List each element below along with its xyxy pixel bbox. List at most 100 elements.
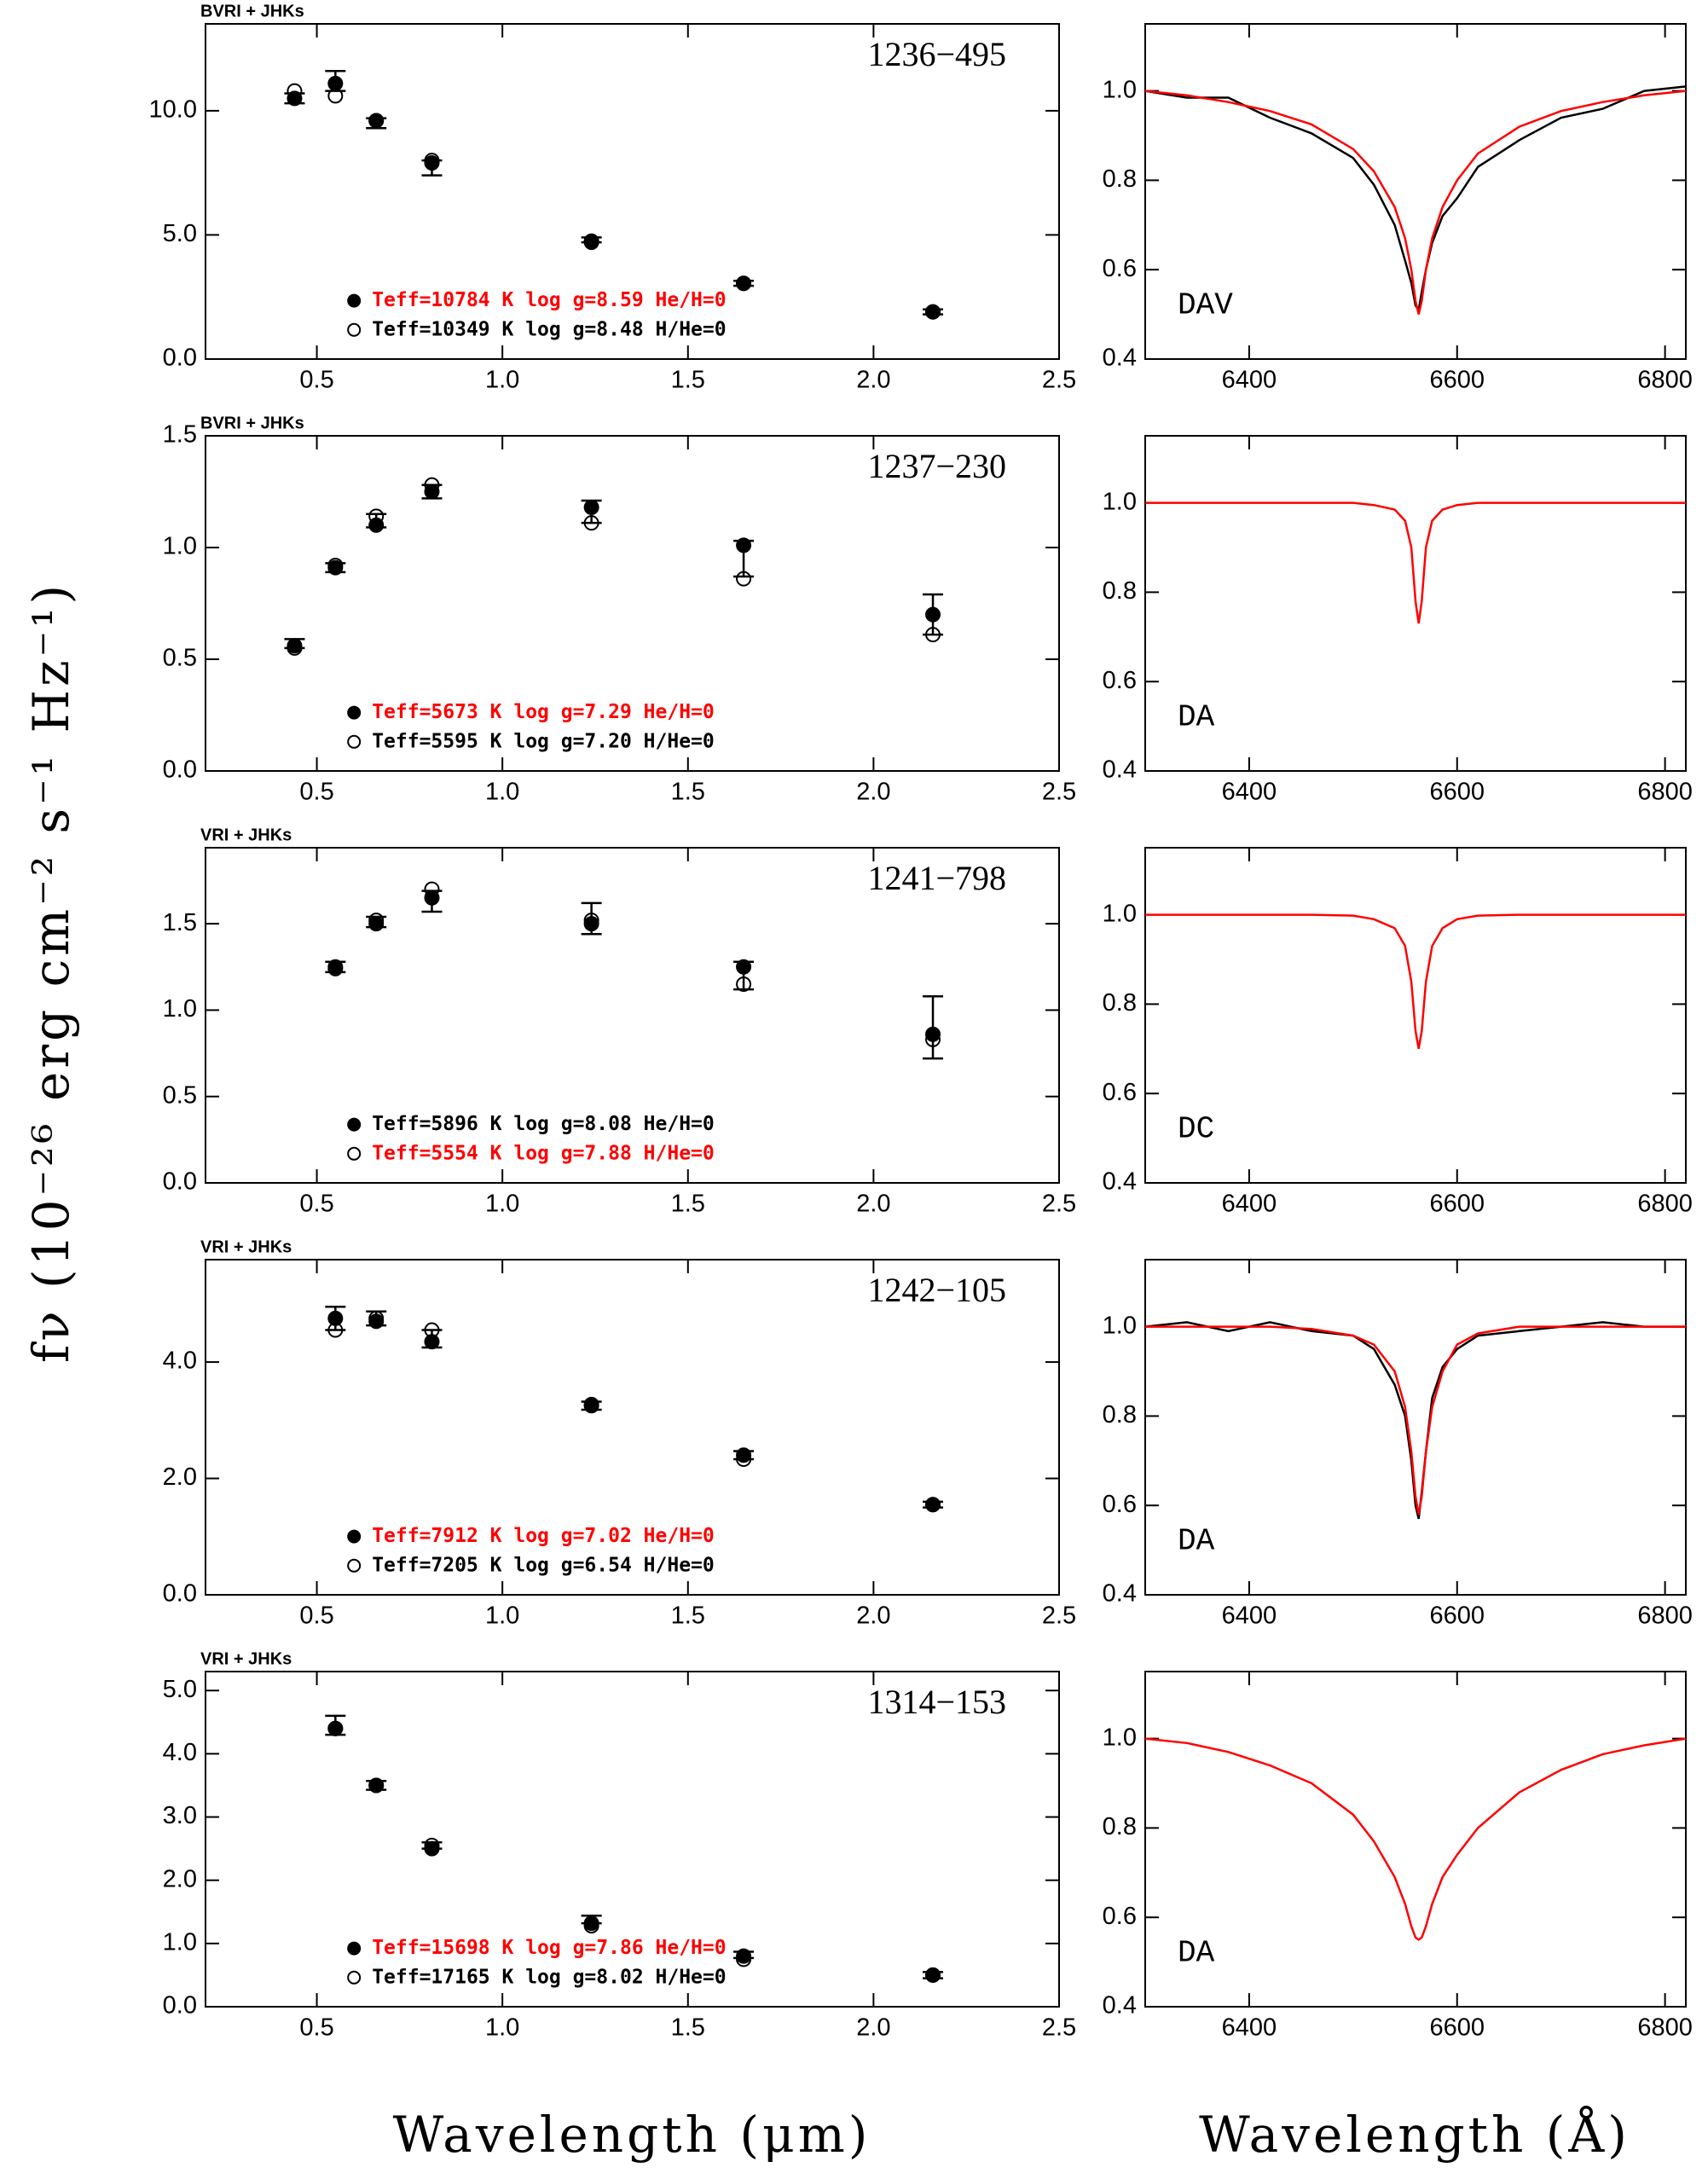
- y-tick-label: 1.0: [163, 533, 197, 560]
- open-point: [287, 640, 303, 656]
- legend-marker: [347, 1558, 362, 1573]
- x-tick-label: 6600: [1430, 1602, 1485, 1630]
- legend-marker: [347, 293, 362, 308]
- legend-marker: [347, 1941, 362, 1956]
- open-point: [327, 557, 344, 573]
- x-tick-label: 6600: [1430, 367, 1485, 394]
- filled-point: [424, 1334, 440, 1350]
- panel-title: 1237−230: [867, 447, 1006, 485]
- panel-title: 1314−153: [867, 1683, 1006, 1721]
- spectral-type: DA: [1178, 1936, 1215, 1971]
- y-tick-label: 1.0: [1103, 76, 1137, 103]
- open-point: [368, 913, 385, 929]
- y-axis-label: fν (10⁻²⁶ erg cm⁻² s⁻¹ Hz⁻¹): [22, 582, 80, 1363]
- open-point: [583, 515, 599, 531]
- spectral-type: DC: [1178, 1112, 1214, 1147]
- x-tick-label: 0.5: [299, 367, 333, 394]
- y-tick-label: 0.6: [1103, 1079, 1137, 1106]
- legend-entry: Teff=7205 K log g=6.54 H/He=0: [372, 1554, 715, 1576]
- legend-marker: [347, 322, 362, 337]
- y-tick-label: 2.0: [163, 1865, 197, 1892]
- filled-point: [368, 1313, 385, 1330]
- x-tick-label: 2.5: [1042, 367, 1076, 394]
- x-axis-label: Wavelength (μm): [393, 2106, 871, 2164]
- spectrum-line: [1145, 1325, 1686, 1515]
- open-point: [287, 83, 303, 99]
- y-tick-label: 0.0: [163, 345, 197, 372]
- filled-point: [925, 606, 941, 623]
- legend-entry: Teff=15698 K log g=7.86 He/H=0: [372, 1937, 726, 1959]
- open-point: [368, 1310, 385, 1326]
- x-tick-label: 1.0: [485, 779, 519, 806]
- legend-entry: Teff=5595 K log g=7.20 H/He=0: [372, 730, 715, 752]
- y-tick-label: 4.0: [163, 1739, 197, 1766]
- open-point: [368, 1777, 385, 1794]
- x-tick-label: 6400: [1222, 1191, 1277, 1218]
- y-tick-label: 1.0: [1103, 1724, 1137, 1751]
- y-tick-label: 0.4: [1103, 345, 1137, 372]
- y-tick-label: 0.8: [1103, 577, 1137, 605]
- open-point: [368, 508, 385, 524]
- y-tick-label: 0.4: [1103, 1580, 1137, 1608]
- x-tick-label: 6600: [1430, 779, 1485, 806]
- y-tick-label: 5.0: [163, 1676, 197, 1703]
- panel-subtitle: BVRI + JHKs: [200, 2, 304, 20]
- y-tick-label: 1.0: [1103, 900, 1137, 927]
- x-tick-label: 2.0: [856, 779, 890, 806]
- y-tick-label: 3.0: [163, 1802, 197, 1829]
- legend-marker: [347, 1117, 362, 1132]
- y-tick-label: 0.8: [1103, 1401, 1137, 1429]
- open-point: [583, 235, 599, 251]
- panel-subtitle: VRI + JHKs: [200, 826, 292, 844]
- open-point: [925, 304, 941, 320]
- filled-point: [736, 1447, 752, 1463]
- spectral-type: DA: [1178, 700, 1215, 735]
- spectrum-line: [1144, 90, 1687, 315]
- open-point: [327, 960, 344, 976]
- filled-point: [925, 1026, 941, 1042]
- open-point: [424, 881, 440, 897]
- plot-frame: [205, 23, 1060, 360]
- open-point: [925, 1967, 941, 1983]
- x-axis-label: Wavelength (Å): [1199, 2106, 1630, 2164]
- plot-frame: [205, 1259, 1060, 1596]
- legend-entry: Teff=7912 K log g=7.02 He/H=0: [372, 1525, 715, 1547]
- open-point: [424, 153, 440, 169]
- y-tick-label: 0.6: [1103, 1903, 1137, 1930]
- open-point: [327, 1720, 344, 1736]
- x-tick-label: 0.5: [299, 2014, 333, 2042]
- filled-point: [424, 1840, 440, 1857]
- panel-title: 1242−105: [867, 1271, 1006, 1309]
- open-point: [925, 627, 941, 643]
- y-tick-label: 0.6: [1103, 1491, 1137, 1518]
- y-tick-label: 1.5: [163, 909, 197, 936]
- x-tick-label: 1.0: [485, 367, 519, 394]
- plot-frame: [1144, 1259, 1687, 1596]
- plot-frame: [1144, 1671, 1687, 2008]
- spectrum-line: [1145, 913, 1686, 1050]
- y-tick-label: 0.8: [1103, 165, 1137, 193]
- y-tick-label: 10.0: [149, 96, 197, 124]
- plot-frame: [1144, 23, 1687, 360]
- legend-marker: [347, 1970, 362, 1985]
- open-point: [424, 477, 440, 493]
- legend-entry: Teff=5673 K log g=7.29 He/H=0: [372, 701, 715, 723]
- x-tick-label: 6600: [1430, 2014, 1485, 2042]
- open-point: [327, 1322, 344, 1338]
- spectrum-line: [1144, 1737, 1687, 1941]
- y-tick-label: 1.5: [163, 421, 197, 449]
- filled-point: [736, 537, 752, 553]
- x-tick-label: 1.0: [485, 2014, 519, 2042]
- y-tick-label: 0.0: [163, 1168, 197, 1196]
- y-tick-label: 0.0: [163, 756, 197, 784]
- spectral-type: DAV: [1178, 288, 1233, 323]
- y-tick-label: 0.0: [163, 1580, 197, 1608]
- x-tick-label: 2.0: [856, 367, 890, 394]
- legend-marker: [347, 705, 362, 720]
- y-tick-label: 1.0: [1103, 488, 1137, 515]
- x-tick-label: 6800: [1637, 1191, 1693, 1218]
- legend-entry: Teff=17165 K log g=8.02 H/He=0: [372, 1966, 726, 1988]
- plot-frame: [205, 435, 1060, 772]
- y-tick-label: 0.0: [163, 1992, 197, 2020]
